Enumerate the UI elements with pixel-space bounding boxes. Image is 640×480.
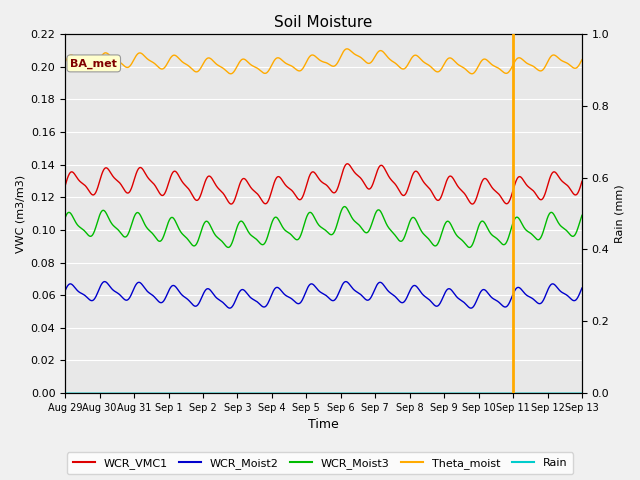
Y-axis label: VWC (m3/m3): VWC (m3/m3) [15,174,25,252]
X-axis label: Time: Time [308,419,339,432]
Title: Soil Moisture: Soil Moisture [275,15,372,30]
Text: BA_met: BA_met [70,58,117,69]
Y-axis label: Rain (mm): Rain (mm) [615,184,625,243]
Legend: WCR_VMC1, WCR_Moist2, WCR_Moist3, Theta_moist, Rain: WCR_VMC1, WCR_Moist2, WCR_Moist3, Theta_… [67,453,573,474]
